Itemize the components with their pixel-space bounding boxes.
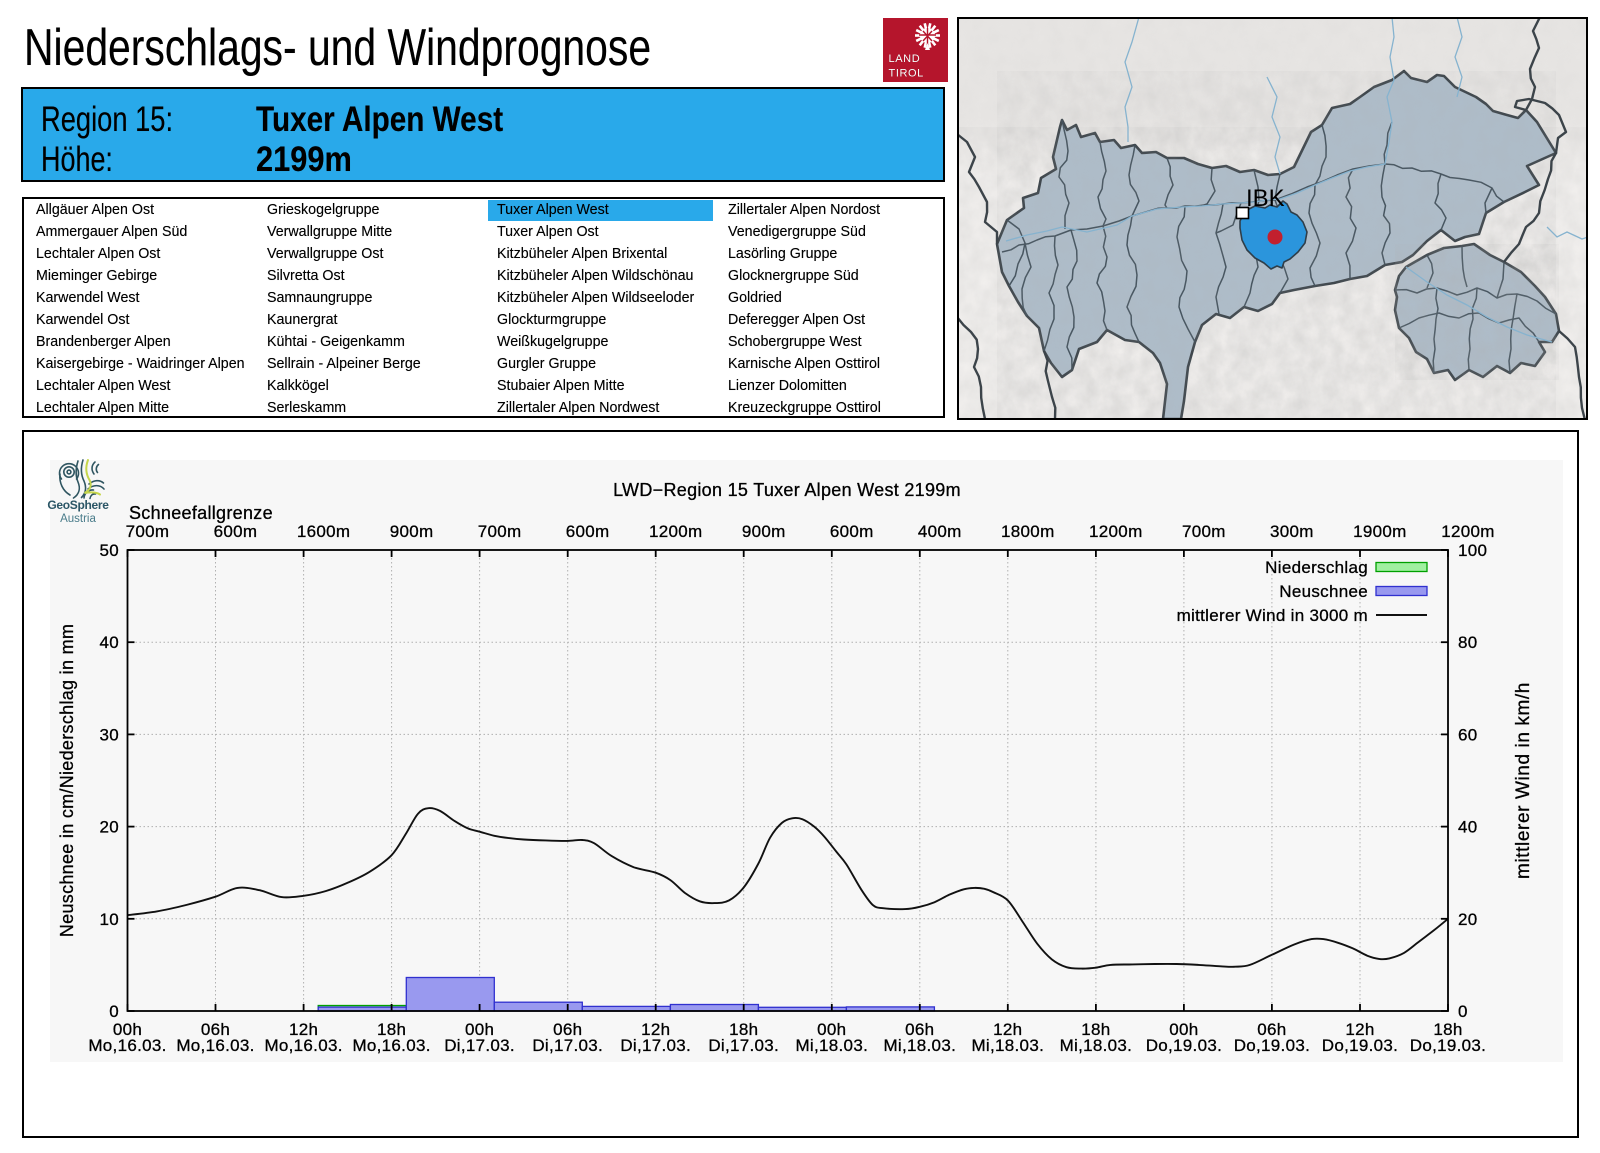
svg-text:Neuschnee in cm/Niederschlag i: Neuschnee in cm/Niederschlag in mm — [57, 624, 77, 937]
svg-text:Do,19.03.: Do,19.03. — [1146, 1036, 1222, 1055]
svg-text:18h: 18h — [377, 1020, 406, 1039]
svg-text:Mo,16.03.: Mo,16.03. — [352, 1036, 430, 1055]
svg-text:LAND: LAND — [889, 53, 921, 65]
svg-text:Mo,16.03.: Mo,16.03. — [176, 1036, 254, 1055]
svg-text:20: 20 — [99, 818, 119, 837]
svg-text:100: 100 — [1458, 541, 1487, 560]
svg-text:600m: 600m — [566, 522, 610, 541]
svg-text:00h: 00h — [1169, 1020, 1198, 1039]
svg-text:Mo,16.03.: Mo,16.03. — [264, 1036, 342, 1055]
svg-text:700m: 700m — [1182, 522, 1226, 541]
svg-text:06h: 06h — [905, 1020, 934, 1039]
svg-text:06h: 06h — [1257, 1020, 1286, 1039]
svg-text:0: 0 — [109, 1002, 119, 1021]
svg-text:0: 0 — [1458, 1002, 1468, 1021]
svg-text:50: 50 — [99, 541, 119, 560]
svg-text:Di,17.03.: Di,17.03. — [532, 1036, 603, 1055]
svg-text:40: 40 — [1458, 818, 1478, 837]
svg-text:1900m: 1900m — [1353, 522, 1406, 541]
svg-text:80: 80 — [1458, 633, 1478, 652]
svg-text:1200m: 1200m — [1089, 522, 1142, 541]
svg-text:Mi,18.03.: Mi,18.03. — [883, 1036, 956, 1055]
svg-text:900m: 900m — [742, 522, 786, 541]
svg-text:Di,17.03.: Di,17.03. — [444, 1036, 515, 1055]
svg-text:Neuschnee: Neuschnee — [1279, 582, 1368, 601]
svg-text:00h: 00h — [465, 1020, 494, 1039]
svg-text:600m: 600m — [830, 522, 874, 541]
svg-text:Do,19.03.: Do,19.03. — [1410, 1036, 1486, 1055]
svg-text:Mi,18.03.: Mi,18.03. — [971, 1036, 1044, 1055]
svg-text:00h: 00h — [817, 1020, 846, 1039]
svg-text:IBK: IBK — [1246, 185, 1285, 212]
svg-text:TIROL: TIROL — [889, 68, 924, 80]
svg-text:700m: 700m — [478, 522, 522, 541]
svg-text:Mi,18.03.: Mi,18.03. — [1060, 1036, 1133, 1055]
svg-text:GeoSphere: GeoSphere — [47, 498, 109, 512]
svg-text:00h: 00h — [113, 1020, 142, 1039]
svg-text:Mi,18.03.: Mi,18.03. — [795, 1036, 868, 1055]
svg-text:10: 10 — [99, 910, 119, 929]
svg-text:12h: 12h — [1345, 1020, 1374, 1039]
svg-text:400m: 400m — [918, 522, 962, 541]
svg-text:12h: 12h — [641, 1020, 670, 1039]
svg-text:Austria: Austria — [60, 513, 96, 525]
svg-text:60: 60 — [1458, 725, 1478, 744]
svg-text:Niederschlag: Niederschlag — [1265, 558, 1368, 577]
svg-text:12h: 12h — [289, 1020, 318, 1039]
svg-text:Di,17.03.: Di,17.03. — [620, 1036, 691, 1055]
svg-text:mittlerer Wind in km/h: mittlerer Wind in km/h — [1513, 682, 1534, 879]
svg-text:20: 20 — [1458, 910, 1478, 929]
svg-text:300m: 300m — [1270, 522, 1314, 541]
svg-text:1200m: 1200m — [1441, 522, 1494, 541]
svg-text:700m: 700m — [126, 522, 170, 541]
svg-text:Do,19.03.: Do,19.03. — [1234, 1036, 1310, 1055]
svg-text:Do,19.03.: Do,19.03. — [1322, 1036, 1398, 1055]
svg-text:40: 40 — [99, 633, 119, 652]
svg-text:600m: 600m — [214, 522, 258, 541]
svg-text:1200m: 1200m — [649, 522, 702, 541]
svg-text:Di,17.03.: Di,17.03. — [708, 1036, 779, 1055]
svg-text:Schneefallgrenze: Schneefallgrenze — [129, 503, 273, 523]
svg-text:LWD−Region 15 Tuxer Alpen West: LWD−Region 15 Tuxer Alpen West 2199m — [613, 480, 961, 500]
svg-text:18h: 18h — [729, 1020, 758, 1039]
svg-text:06h: 06h — [553, 1020, 582, 1039]
svg-text:30: 30 — [99, 725, 119, 744]
svg-text:900m: 900m — [390, 522, 434, 541]
svg-text:mittlerer Wind in 3000 m: mittlerer Wind in 3000 m — [1177, 606, 1368, 625]
svg-text:18h: 18h — [1433, 1020, 1462, 1039]
svg-text:1600m: 1600m — [297, 522, 350, 541]
svg-text:06h: 06h — [201, 1020, 230, 1039]
svg-text:18h: 18h — [1081, 1020, 1110, 1039]
svg-text:1800m: 1800m — [1001, 522, 1054, 541]
svg-text:Mo,16.03.: Mo,16.03. — [88, 1036, 166, 1055]
svg-text:12h: 12h — [993, 1020, 1022, 1039]
